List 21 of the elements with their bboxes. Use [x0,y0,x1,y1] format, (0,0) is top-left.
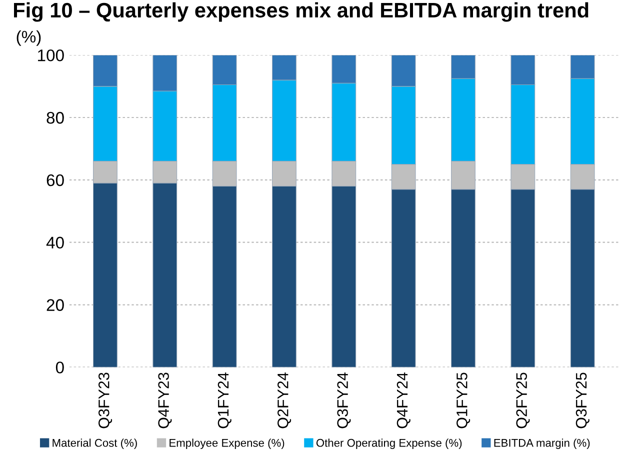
x-tick-label: Q3FY23 [98,372,112,428]
y-tick-label: 100 [38,49,64,62]
x-tick-label: Q1FY25 [456,372,470,428]
legend-label: Employee Expense (%) [170,438,284,449]
x-tick-label: Q3FY24 [337,372,351,428]
legend-label: Other Operating Expense (%) [316,438,462,449]
y-tick-label: 40 [46,236,64,249]
x-tick-label: Q2FY25 [516,372,530,428]
x-tick-label: Q3FY25 [576,372,590,428]
legend-label: Material Cost (%) [52,438,137,449]
legend-label: EBITDA margin (%) [494,438,590,449]
y-tick-label: 20 [46,299,64,311]
y-tick-label: 60 [46,174,64,186]
x-tick-label: Q4FY23 [158,372,172,428]
x-tick-label: Q1FY24 [218,372,232,428]
y-tick-label: 80 [46,112,64,124]
y-tick-label: 0 [56,362,64,374]
x-tick-label: Q4FY24 [396,372,410,428]
chart-title: Fig 10 – Quarterly expenses mix and EBITDA margin trend [14,2,588,22]
y-axis-title: (%) [16,30,41,46]
x-tick-label: Q2FY24 [278,372,292,428]
